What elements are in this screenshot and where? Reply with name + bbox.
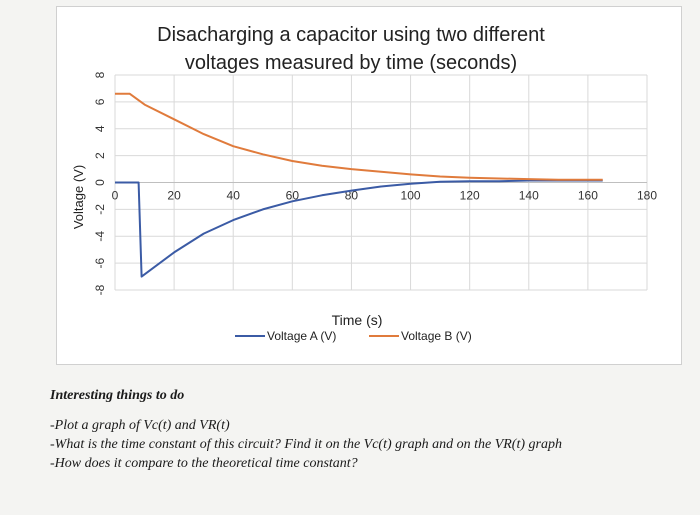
x-tick-label: 100	[401, 189, 421, 203]
series-line-voltage-a	[115, 179, 603, 278]
legend-label: Voltage A (V)	[267, 329, 336, 343]
y-tick-label: -8	[93, 284, 107, 295]
chart-grid	[114, 74, 648, 291]
x-tick-label: 160	[578, 189, 598, 203]
x-axis-label: Time (s)	[332, 312, 383, 328]
chart-title-line-1: Disacharging a capacitor using two diffe…	[157, 24, 545, 46]
notes-line-2: -What is the time constant of this circu…	[50, 437, 562, 452]
chart-title-line-2: voltages measured by time (seconds)	[185, 52, 517, 74]
y-tick-label: -6	[93, 257, 107, 268]
y-tick-label: -4	[93, 231, 107, 242]
y-tick-label: 8	[93, 71, 107, 78]
notes-section: Interesting things to do -Plot a graph o…	[50, 388, 680, 475]
y-tick-label: 4	[93, 125, 107, 132]
notes-line-3: -How does it compare to the theoretical …	[50, 456, 358, 471]
y-tick-label: 0	[93, 179, 107, 186]
series-line-voltage-b	[115, 92, 603, 181]
y-axis-label: Voltage (V)	[71, 165, 86, 229]
x-tick-label: 140	[519, 189, 539, 203]
chart-card: Disacharging a capacitor using two diffe…	[56, 6, 682, 365]
y-tick-label: 2	[93, 152, 107, 159]
notes-line-1: -Plot a graph of Vc(t) and VR(t)	[50, 418, 230, 433]
chart-legend: Voltage A (V) Voltage B (V)	[235, 329, 472, 343]
legend-label: Voltage B (V)	[401, 329, 472, 343]
x-tick-label: 20	[167, 189, 181, 203]
x-tick-label: 120	[460, 189, 480, 203]
x-tick-label: 40	[227, 189, 241, 203]
y-tick-label: 6	[93, 98, 107, 105]
line-chart: Disacharging a capacitor using two diffe…	[71, 24, 657, 343]
x-tick-label: 0	[112, 189, 119, 203]
notes-heading: Interesting things to do	[50, 388, 185, 403]
x-tick-label: 60	[286, 189, 300, 203]
chart-series	[115, 92, 603, 278]
x-tick-label: 180	[637, 189, 657, 203]
y-tick-label: -2	[93, 204, 107, 215]
